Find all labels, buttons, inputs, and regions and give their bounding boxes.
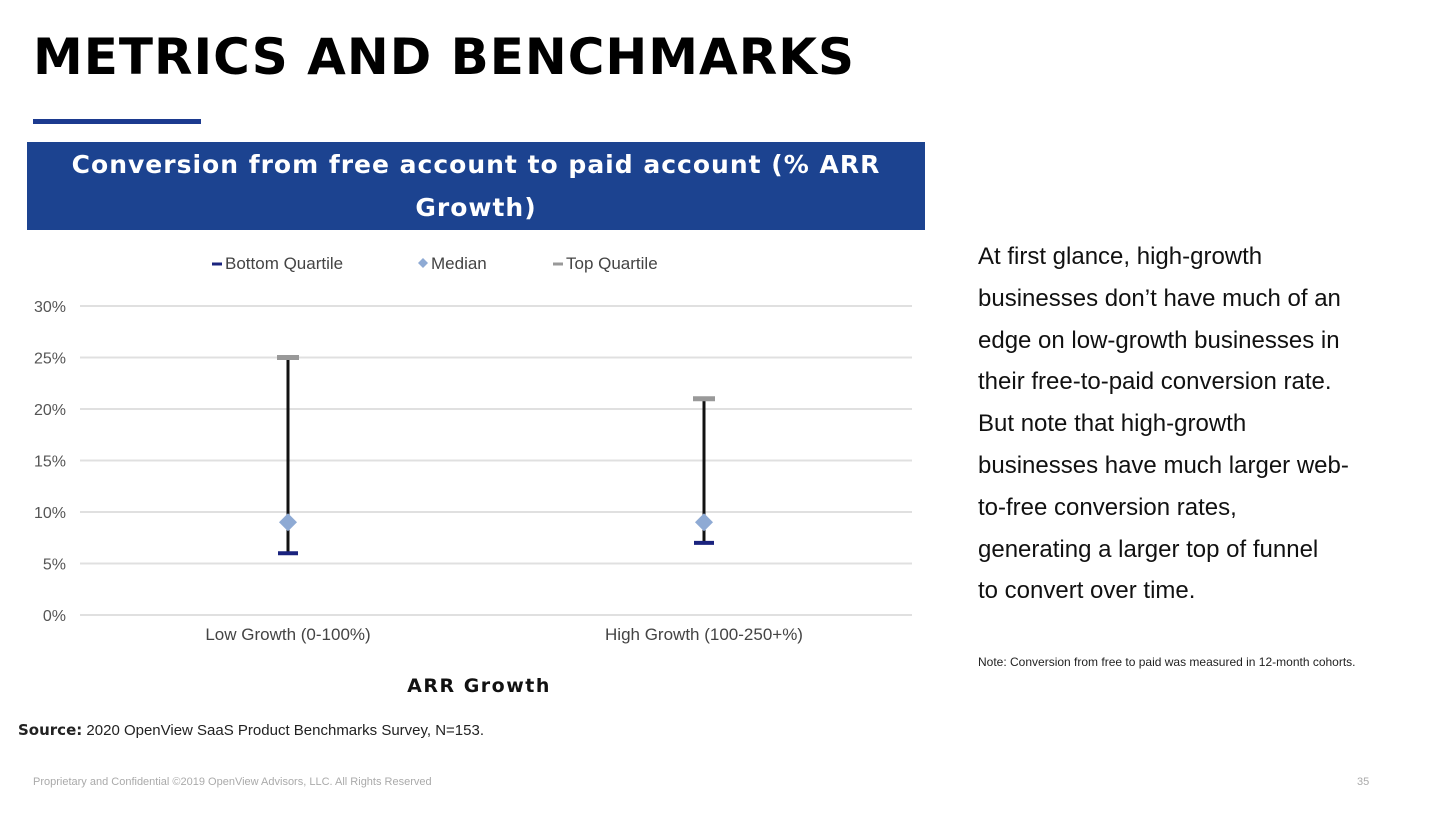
commentary-line: to convert over time. xyxy=(978,577,1196,605)
chart: 0% 5% 10% 15% 20% 25% 30% Low Growth (0-100%) Hi… xyxy=(34,254,912,697)
y-tick-label: 5% xyxy=(43,557,66,574)
source-text: 2020 OpenView SaaS Product Benchmarks Su… xyxy=(82,722,485,739)
commentary-line: businesses have much larger web- xyxy=(978,451,1349,479)
title-underline xyxy=(33,119,201,124)
x-axis-label: ARR Growth xyxy=(407,675,551,697)
legend-marker-median xyxy=(418,258,428,268)
chart-title: Conversion from free account to paid acc… xyxy=(71,150,881,222)
commentary-line: But note that high-growth xyxy=(978,410,1247,438)
commentary-line: edge on low-growth businesses in xyxy=(978,326,1340,354)
commentary: At first glance, high-growth businesses … xyxy=(978,236,1428,612)
y-tick-label: 30% xyxy=(34,299,66,316)
slide-title: METRICS AND BENCHMARKS xyxy=(33,28,855,86)
median-marker xyxy=(695,513,713,532)
legend-label: Bottom Quartile xyxy=(225,254,343,273)
legend-label: Top Quartile xyxy=(566,254,658,273)
page-number: 35 xyxy=(1357,776,1370,788)
x-tick-label: Low Growth (0-100%) xyxy=(205,625,370,644)
commentary-line: their free-to-paid conversion rate. xyxy=(978,368,1332,396)
commentary-line: businesses don’t have much of an xyxy=(978,284,1341,312)
y-tick-label: 20% xyxy=(34,402,66,419)
source-label: Source: xyxy=(18,721,83,739)
y-tick-label: 25% xyxy=(34,351,66,368)
x-tick-label: High Growth (100-250+%) xyxy=(605,625,803,644)
y-tick-label: 15% xyxy=(34,454,66,471)
footer-copyright: Proprietary and Confidential ©2019 OpenV… xyxy=(33,776,432,788)
source: Source: 2020 OpenView SaaS Product Bench… xyxy=(18,721,484,739)
y-tick-label: 0% xyxy=(43,608,66,625)
commentary-line: to-free conversion rates, xyxy=(978,493,1237,521)
commentary-line: generating a larger top of funnel xyxy=(978,535,1319,563)
commentary-line: At first glance, high-growth xyxy=(978,243,1263,270)
median-marker xyxy=(279,513,297,532)
y-tick-label: 10% xyxy=(34,505,66,522)
chart-title-banner: Conversion from free account to paid acc… xyxy=(27,142,925,230)
footnote: Note: Conversion from free to paid was m… xyxy=(978,655,1356,669)
legend-label: Median xyxy=(431,254,487,273)
